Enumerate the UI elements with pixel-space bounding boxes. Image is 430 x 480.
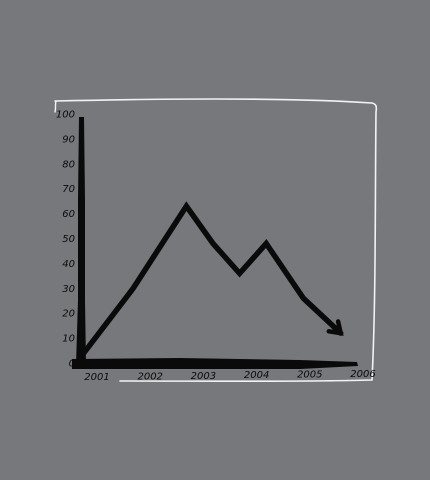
x-tick-label: 2005 <box>297 370 322 381</box>
y-tick-labels: 0 10 20 30 40 50 60 70 80 90 100 <box>56 110 75 370</box>
chart-frame <box>54 98 378 383</box>
x-tick-label: 2002 <box>137 371 162 382</box>
x-axis <box>72 358 358 369</box>
y-tick-label: 40 <box>62 259 75 270</box>
y-tick-label: 100 <box>56 110 75 121</box>
y-tick-label: 50 <box>62 234 75 245</box>
y-tick-label: 70 <box>62 184 75 195</box>
series-arrowhead <box>326 319 344 336</box>
y-axis <box>76 117 86 365</box>
series-line <box>77 201 344 361</box>
chart-frame-left-stub <box>54 100 57 113</box>
y-tick-label: 30 <box>62 284 75 295</box>
x-tick-label: 2001 <box>84 372 109 383</box>
x-tick-label: 2006 <box>350 369 375 380</box>
y-tick-label: 20 <box>62 309 75 320</box>
y-tick-label: 10 <box>62 334 75 345</box>
y-tick-label: 60 <box>62 209 75 220</box>
y-tick-label: 80 <box>62 159 75 170</box>
x-tick-label: 2004 <box>244 370 269 381</box>
x-tick-label: 2003 <box>191 371 216 382</box>
x-tick-labels: 2001 2002 2003 2004 2005 2006 <box>84 369 375 383</box>
y-tick-label: 0 <box>69 359 75 370</box>
y-tick-label: 90 <box>62 134 75 145</box>
